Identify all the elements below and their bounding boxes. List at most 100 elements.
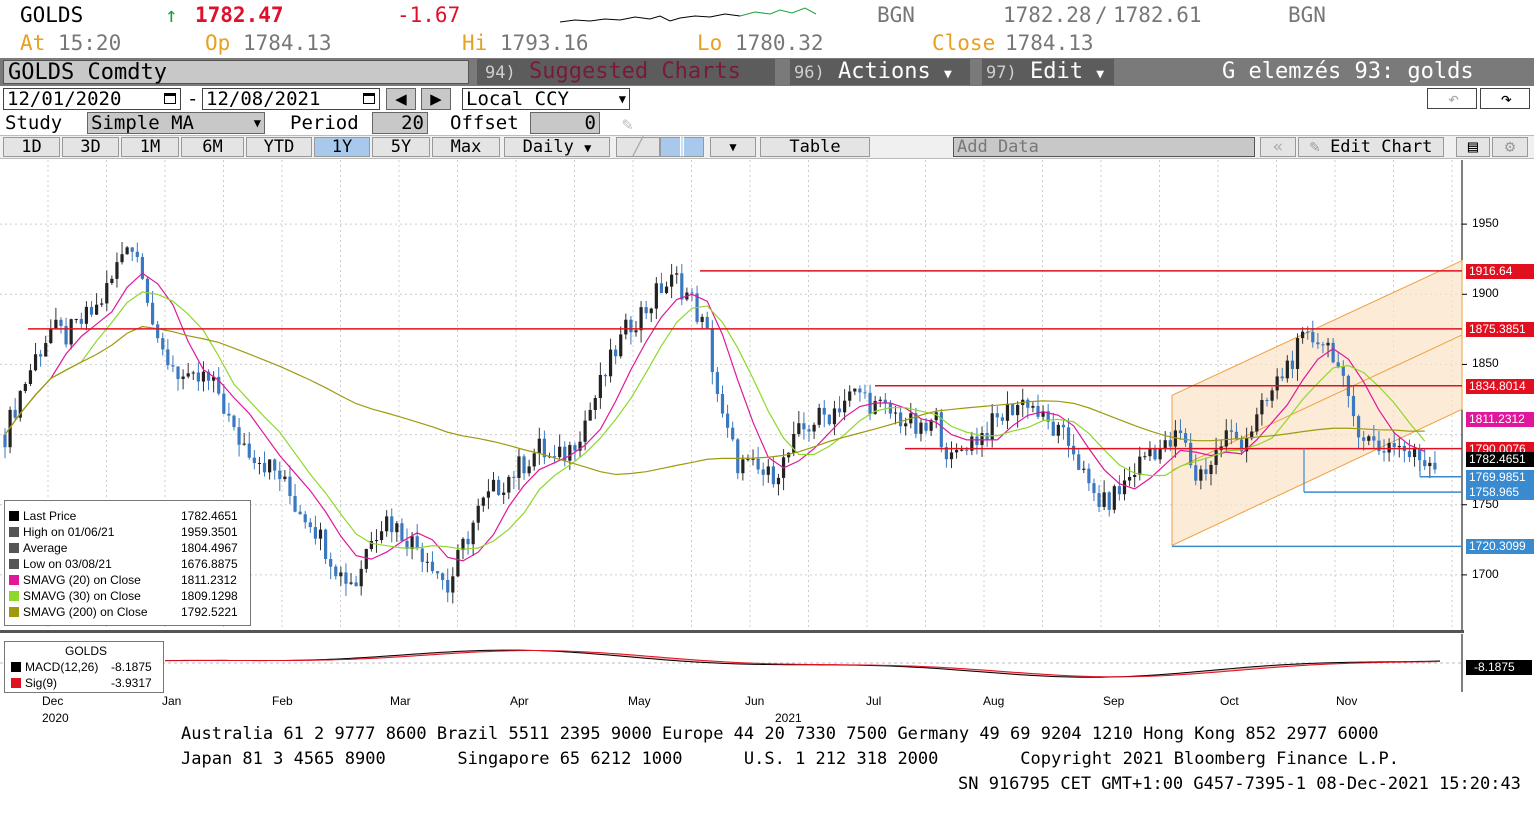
undo-button[interactable]: ↶ (1427, 88, 1477, 109)
chart-type-line-button[interactable]: ╱ (616, 137, 660, 157)
candle-body (609, 350, 612, 377)
y-axis-tick-label: 1900 (1472, 286, 1499, 300)
currency-value: Local CCY (466, 88, 569, 110)
range-button-ytd[interactable]: YTD (246, 137, 312, 157)
title-bar: GOLDS Comdty 94) Suggested Charts 96) Ac… (0, 58, 1534, 86)
candle-body (1423, 460, 1426, 466)
candle-body (1077, 454, 1080, 470)
edit-chart-button[interactable]: ✎ Edit Chart (1298, 137, 1444, 157)
candle-body (1382, 451, 1385, 452)
candle-body (1097, 493, 1100, 507)
candle-body (156, 324, 159, 338)
candle-body (690, 293, 693, 294)
candle-body (558, 447, 561, 457)
gear-icon[interactable]: ⚙ (1492, 137, 1528, 157)
candle-body (1301, 332, 1304, 338)
price-level-tag: 1875.3851 (1466, 322, 1534, 337)
frequency-select[interactable]: Daily ▼ (504, 137, 610, 157)
range-button-max[interactable]: Max (432, 137, 500, 157)
candle-body (115, 262, 118, 279)
calendar-icon[interactable] (164, 93, 176, 104)
candle-body (736, 439, 739, 473)
x-year-label: 2020 (42, 711, 69, 725)
calendar-icon[interactable] (363, 93, 375, 104)
legend-swatch (9, 527, 19, 537)
chevron-down-icon: ▼ (1096, 67, 1104, 82)
range-button-3d[interactable]: 3D (62, 137, 119, 157)
range-button-1y[interactable]: 1Y (314, 137, 370, 157)
candle-body (44, 343, 47, 356)
candle-body (584, 421, 587, 442)
legend-label: High on 01/06/21 (23, 525, 114, 539)
suggested-label: Suggested Charts (529, 59, 741, 84)
bid-ask-separator: / (1095, 3, 1108, 27)
candle-body (1133, 475, 1136, 477)
candle-body (105, 283, 108, 303)
start-date-input[interactable]: 12/01/2020 (3, 88, 181, 110)
range-button-5y[interactable]: 5Y (372, 137, 430, 157)
x-axis-tick-label: Oct (1220, 694, 1239, 708)
candle-body (1062, 425, 1065, 428)
legend-row: Average 1804.4967 (9, 541, 67, 556)
candle-body (126, 247, 129, 254)
candle-body (161, 338, 164, 349)
candle-body (334, 567, 337, 577)
macd-line (165, 650, 1440, 677)
candle-body (960, 450, 963, 451)
rewind-icon[interactable]: « (1260, 137, 1296, 157)
security-field[interactable]: GOLDS Comdty (3, 60, 469, 84)
suggested-charts-button[interactable]: 94) Suggested Charts (477, 59, 775, 85)
candle-body (680, 273, 683, 299)
study-select[interactable]: Simple MA ▼ (87, 112, 265, 134)
actions-button[interactable]: 96) Actions ▼ (790, 59, 970, 85)
add-data-input[interactable]: Add Data (953, 137, 1255, 157)
candle-body (1036, 406, 1039, 417)
candle-body (1108, 492, 1111, 509)
candle-body (248, 444, 251, 458)
chart-settings-icon[interactable]: ▤ (1456, 137, 1490, 157)
candle-body (919, 423, 922, 434)
edit-button[interactable]: 97) Edit ▼ (982, 59, 1114, 85)
redo-button[interactable]: ↷ (1480, 88, 1530, 109)
table-button[interactable]: Table (760, 137, 870, 157)
end-date-input[interactable]: 12/08/2021 (202, 88, 380, 110)
pencil-icon[interactable]: ✎ (622, 114, 633, 135)
candle-body (1255, 414, 1258, 431)
candle-body (339, 572, 342, 576)
chart-type-dropdown[interactable]: ▼ (710, 137, 756, 157)
chevron-down-icon: ▼ (619, 89, 626, 109)
range-button-6m[interactable]: 6M (181, 137, 244, 157)
candle-body (818, 408, 821, 425)
candle-body (1281, 376, 1284, 378)
candle-body (1372, 436, 1375, 440)
candle-body (975, 436, 978, 445)
candle-body (965, 450, 968, 451)
candle-body (110, 279, 113, 283)
price-level-tag: 1769.9851 (1466, 470, 1534, 485)
previous-period-button[interactable]: ◀ (386, 88, 416, 110)
candle-body (192, 373, 195, 374)
candle-body (721, 394, 724, 414)
candle-body (1199, 469, 1202, 480)
pane-divider[interactable] (0, 630, 1464, 633)
candle-body (263, 463, 266, 472)
footer-contacts-2: Japan 81 3 4565 8900 Singapore 65 6212 1… (181, 749, 1399, 769)
candle-body (222, 394, 225, 414)
candle-body (634, 330, 637, 332)
chart-type-candle-button[interactable]: ║ (660, 137, 704, 157)
period-input[interactable]: 20 (372, 112, 428, 134)
candle-body (299, 512, 302, 515)
next-period-button[interactable]: ▶ (421, 88, 451, 110)
candle-body (823, 408, 826, 415)
range-button-1d[interactable]: 1D (3, 137, 60, 157)
candle-body (599, 375, 602, 398)
offset-input[interactable]: 0 (530, 112, 600, 134)
macd-chart[interactable] (0, 634, 1534, 692)
suggested-number: 94) (485, 63, 516, 83)
candle-body (889, 404, 892, 414)
candle-body (329, 559, 332, 567)
candle-body (1342, 367, 1345, 376)
candle-body (273, 459, 276, 470)
currency-select[interactable]: Local CCY ▼ (462, 88, 630, 110)
range-button-1m[interactable]: 1M (121, 137, 179, 157)
